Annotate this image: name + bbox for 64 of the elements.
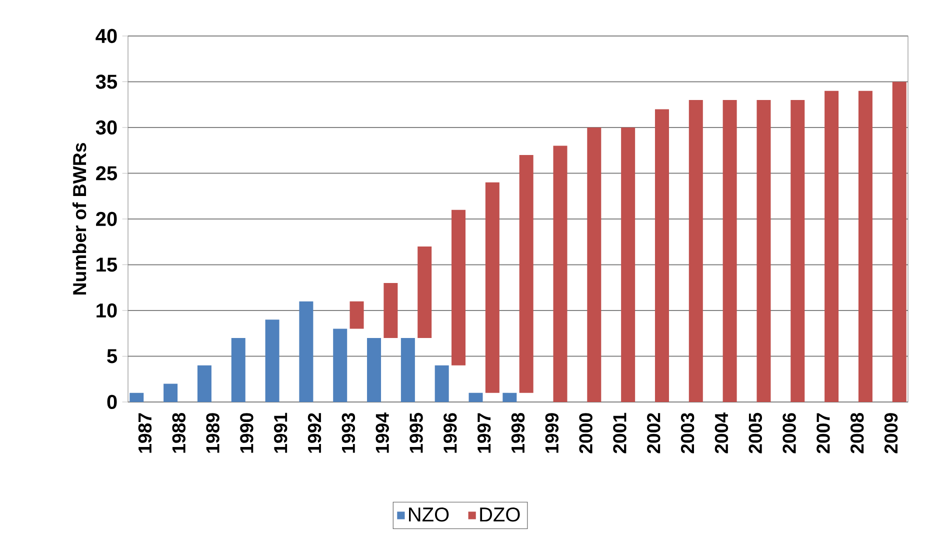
bar	[299, 301, 314, 402]
bar	[367, 338, 382, 402]
bar	[231, 338, 246, 402]
x-tick-label: 2000	[579, 413, 592, 454]
x-tick-label: 2008	[850, 412, 864, 454]
bar	[384, 283, 398, 338]
x-tick-label: 2003	[680, 413, 694, 454]
x-tick-label: 1990	[240, 413, 254, 453]
x-tick-label: 1995	[410, 412, 423, 453]
x-tick-label: 1993	[342, 413, 356, 453]
y-tick-label: 25	[96, 166, 118, 180]
bar	[722, 100, 737, 402]
bar	[858, 90, 872, 402]
x-tick-label: 2009	[884, 413, 898, 454]
x-tick-label: 1988	[172, 412, 186, 453]
bar	[688, 100, 703, 402]
bar	[468, 392, 483, 402]
bar	[790, 100, 805, 402]
bar	[485, 182, 500, 393]
y-tick-label: 15	[96, 258, 118, 272]
y-axis-title: Number of BWRs	[72, 143, 86, 294]
bar	[265, 320, 280, 402]
legend-label: DZO	[480, 507, 520, 522]
bar	[502, 392, 517, 402]
bar	[400, 338, 415, 402]
bar	[892, 82, 906, 402]
x-tick-label: 2006	[782, 413, 796, 454]
x-tick-label: 1989	[206, 413, 220, 453]
bar	[197, 365, 212, 402]
bar	[434, 365, 449, 402]
x-tick-label: 2001	[613, 412, 626, 454]
bar	[519, 154, 534, 393]
x-tick-label: 1998	[511, 412, 525, 453]
x-tick-label: 1999	[545, 413, 559, 453]
bar	[824, 90, 839, 402]
x-tick-label: 1992	[308, 413, 322, 453]
bar	[756, 100, 771, 402]
y-tick-label: 10	[96, 303, 117, 318]
y-tick-label: 30	[96, 120, 117, 135]
bar	[350, 301, 364, 329]
bar	[333, 328, 348, 402]
y-tick-label: 40	[96, 28, 117, 44]
x-tick-label: 1987	[138, 413, 152, 453]
y-tick-label: 35	[96, 74, 118, 89]
bar	[130, 392, 144, 402]
bar	[452, 210, 466, 366]
x-tick-label: 1994	[376, 412, 389, 453]
y-tick-label: 20	[96, 212, 117, 226]
bar	[164, 384, 178, 402]
x-tick-label: 1996	[444, 413, 457, 453]
y-tick-label: 0	[107, 394, 117, 410]
bar	[553, 146, 568, 402]
bar	[621, 127, 636, 402]
bar	[418, 246, 432, 338]
x-tick-label: 2002	[647, 413, 660, 454]
legend-label: NZO	[409, 507, 449, 522]
x-tick-label: 2005	[748, 412, 762, 454]
bar	[654, 109, 669, 402]
bar	[587, 127, 602, 402]
x-tick-label: 2004	[714, 412, 728, 454]
x-tick-label: 2007	[816, 413, 830, 454]
x-tick-label: 1991	[274, 412, 288, 453]
x-tick-label: 1997	[477, 413, 491, 453]
y-tick-label: 5	[107, 349, 118, 364]
